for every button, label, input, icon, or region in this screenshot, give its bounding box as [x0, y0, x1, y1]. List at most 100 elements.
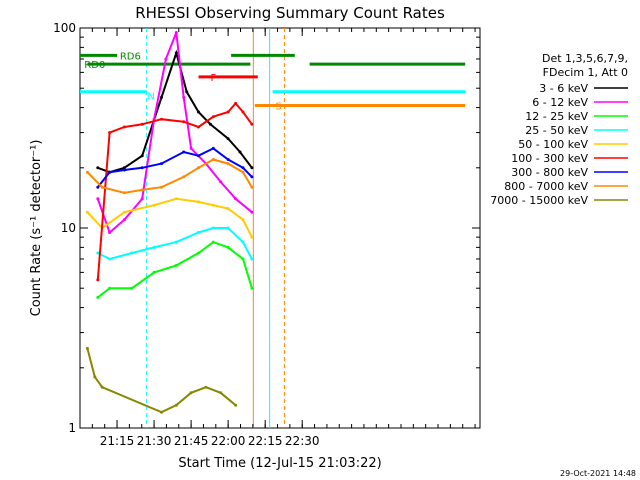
legend-entry: 3 - 6 keV [539, 82, 588, 95]
data-point [182, 120, 186, 124]
data-point [152, 203, 156, 207]
x-tick-label: 21:15 [100, 434, 135, 448]
plot-frame [79, 27, 481, 429]
series-line [96, 32, 253, 235]
data-point [174, 197, 178, 201]
data-point [122, 168, 126, 172]
data-point [197, 231, 200, 234]
legend-header: FDecim 1, Att 0 [543, 66, 628, 79]
x-tick-label: 22:15 [248, 434, 283, 448]
legend-entry: 50 - 100 keV [518, 138, 588, 151]
data-point [226, 137, 230, 141]
data-point [108, 286, 112, 290]
y-axis-label: Count Rate (s⁻¹ detector⁻¹) [29, 140, 44, 317]
flag-label: RD0 [84, 60, 105, 71]
data-point [208, 122, 212, 126]
data-point [185, 90, 189, 94]
footer-timestamp: 29-Oct-2021 14:48 [560, 469, 636, 478]
data-point [122, 191, 126, 195]
data-point [140, 122, 144, 126]
data-point [85, 210, 89, 214]
data-point [152, 245, 156, 249]
data-point [234, 403, 238, 407]
data-point [197, 251, 200, 255]
data-point [204, 385, 208, 389]
data-point [241, 110, 245, 114]
data-point [174, 31, 178, 34]
legend-entry: 800 - 7000 keV [504, 180, 588, 193]
data-point [211, 240, 215, 244]
data-point [250, 257, 254, 261]
data-point [241, 218, 245, 222]
data-point [140, 166, 144, 170]
series-line [96, 101, 253, 280]
data-point [197, 166, 200, 170]
data-point [197, 200, 200, 204]
data-point [130, 286, 134, 290]
data-point [211, 146, 215, 150]
data-point [152, 270, 156, 274]
data-point [197, 125, 200, 129]
data-point [226, 110, 230, 114]
y-tick-label: 100 [53, 21, 76, 35]
legend-entry: 6 - 12 keV [532, 96, 588, 109]
data-point [160, 95, 163, 99]
legend-header: Det 1,3,5,6,7,9, [542, 52, 628, 65]
data-point [226, 245, 230, 249]
data-point [226, 226, 230, 230]
data-point [241, 257, 245, 261]
data-point [189, 146, 193, 150]
flag-label: S [275, 101, 281, 112]
legend-entry: 25 - 50 keV [525, 124, 588, 137]
data-point [241, 240, 245, 244]
data-point [197, 110, 200, 114]
data-point [211, 158, 215, 161]
data-point [250, 175, 254, 179]
data-point [174, 403, 178, 407]
data-point [182, 175, 186, 179]
data-point [96, 295, 100, 299]
data-point [174, 263, 178, 267]
flag-label: RD6 [120, 51, 141, 62]
data-point [211, 226, 215, 230]
y-tick-label: 1 [68, 421, 76, 435]
data-point [219, 391, 223, 395]
legend-entry: 100 - 300 keV [511, 152, 588, 165]
data-point [174, 51, 178, 55]
data-point [85, 346, 89, 350]
data-point [122, 166, 126, 170]
legend-entry: 7000 - 15000 keV [490, 194, 588, 207]
data-point [160, 410, 163, 414]
data-point [122, 210, 126, 214]
data-point [100, 185, 104, 189]
data-point [250, 210, 254, 214]
data-point [197, 154, 200, 158]
data-point [211, 203, 215, 207]
data-point [96, 197, 100, 201]
data-point [182, 95, 186, 99]
series-line [86, 348, 237, 414]
data-point [250, 185, 254, 189]
data-point [140, 197, 144, 201]
data-point [130, 251, 134, 255]
data-point [122, 218, 126, 222]
data-point [108, 257, 112, 261]
data-point [140, 154, 144, 158]
data-point [140, 188, 144, 192]
data-point [226, 207, 230, 211]
x-tick-label: 21:45 [174, 434, 209, 448]
data-point [241, 166, 245, 170]
data-point [238, 150, 242, 154]
data-point [85, 170, 89, 174]
series-line [97, 240, 253, 299]
data-point [226, 158, 230, 161]
data-point [164, 57, 168, 61]
data-point [211, 115, 215, 119]
data-point [96, 251, 100, 255]
legend-entry: 12 - 25 keV [525, 110, 588, 123]
data-point [219, 180, 223, 184]
data-point [108, 131, 112, 135]
data-point [108, 170, 112, 174]
data-point [250, 286, 254, 290]
